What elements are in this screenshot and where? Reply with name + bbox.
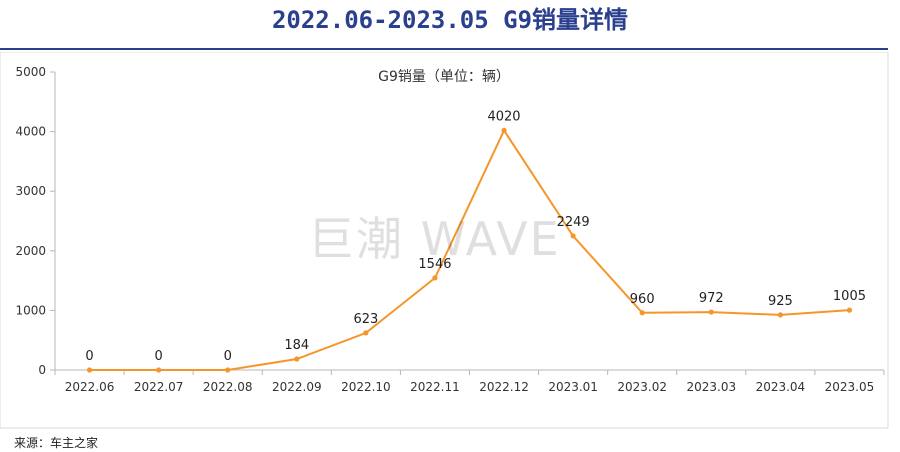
data-label: 0 — [85, 349, 93, 364]
x-tick-label: 2022.12 — [479, 380, 529, 394]
x-tick-label: 2023.04 — [756, 380, 806, 394]
y-tick-label: 3000 — [15, 184, 46, 198]
data-point — [156, 367, 162, 373]
data-point — [639, 310, 645, 316]
watermark: 巨潮 WAVE — [308, 212, 561, 266]
data-point — [294, 356, 300, 362]
x-tick-label: 2023.02 — [617, 380, 667, 394]
x-tick-label: 2022.06 — [65, 380, 115, 394]
data-label: 184 — [284, 338, 309, 353]
x-tick-label: 2022.07 — [134, 380, 184, 394]
y-tick-label: 2000 — [15, 244, 46, 258]
data-label: 960 — [630, 292, 655, 307]
title-divider — [0, 48, 888, 50]
x-tick-label: 2023.01 — [548, 380, 598, 394]
x-tick-label: 2022.11 — [410, 380, 460, 394]
data-point — [570, 233, 576, 239]
data-point — [363, 330, 369, 336]
x-tick-label: 2022.09 — [272, 380, 322, 394]
data-point — [708, 309, 714, 315]
source-note: 来源：车主之家 — [14, 436, 99, 450]
data-point — [501, 127, 507, 134]
data-point — [86, 367, 93, 373]
data-label: 0 — [224, 349, 232, 364]
data-point — [225, 367, 231, 373]
x-tick-label: 2023.05 — [825, 380, 875, 394]
chart-title: G9销量（单位：辆） — [378, 69, 510, 85]
data-label: 1546 — [418, 257, 451, 272]
data-label: 2249 — [557, 215, 590, 230]
y-tick-label: 4000 — [15, 125, 46, 139]
x-tick-label: 2023.03 — [686, 380, 736, 394]
chart-frame — [0, 52, 889, 429]
data-point — [432, 275, 438, 281]
data-label: 4020 — [487, 109, 520, 124]
x-tick-label: 2022.10 — [341, 380, 391, 394]
x-tick-label: 2022.08 — [203, 380, 253, 394]
data-label: 0 — [154, 349, 162, 364]
y-tick-label: 5000 — [15, 65, 46, 79]
data-point — [846, 307, 853, 313]
data-point — [777, 312, 783, 318]
data-label: 1005 — [833, 289, 866, 304]
y-tick-label: 1000 — [15, 303, 46, 317]
sales-line-chart: G9销量（单位：辆） 0 1000 2000 3000 4000 5000 2022.06… — [0, 52, 889, 429]
page-title: 2022.06-2023.05 G9销量详情 — [271, 6, 629, 34]
data-label: 972 — [699, 291, 724, 306]
series-line — [89, 128, 850, 371]
data-label: 623 — [353, 312, 378, 327]
y-tick-label: 0 — [38, 363, 46, 377]
data-label: 925 — [768, 294, 793, 309]
